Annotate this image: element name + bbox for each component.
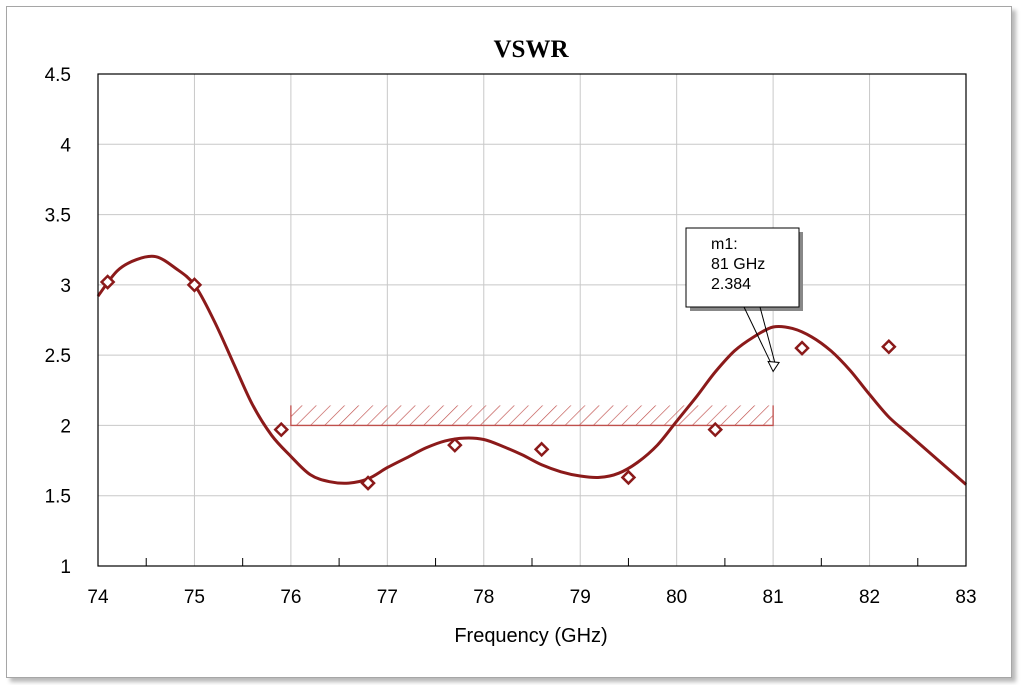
marker-text-line: 2.384	[711, 276, 751, 293]
y-tick-label: 1.5	[45, 487, 71, 508]
x-tick-label: 79	[570, 587, 591, 608]
data-point-diamond	[99, 274, 116, 290]
vswr-series-line	[96, 254, 967, 486]
data-point-diamond	[186, 277, 203, 293]
marker-text-line: m1:	[711, 236, 738, 253]
x-tick-label: 77	[377, 587, 398, 608]
marker-leader-line	[743, 306, 772, 364]
x-tick-label: 78	[473, 587, 494, 608]
data-point-diamond	[707, 421, 724, 438]
marker-text-line: 81 GHz	[711, 256, 765, 273]
y-tick-label: 2	[60, 416, 71, 437]
x-tick-label: 82	[859, 587, 880, 608]
spec-mask-line	[290, 405, 774, 427]
data-point-diamond	[447, 437, 463, 453]
plot-border	[97, 73, 967, 567]
x-axis-label: Frequency (GHz)	[454, 625, 607, 647]
x-tick-label: 83	[955, 587, 976, 608]
x-tick-label: 75	[184, 587, 205, 608]
y-tick-label: 3.5	[45, 206, 71, 227]
x-tick-label: 81	[763, 587, 784, 608]
x-tick-label: 76	[280, 587, 301, 608]
marker-box	[685, 227, 800, 308]
marker-triangle	[767, 360, 780, 373]
data-point-diamond	[620, 469, 637, 486]
spec-mask-hatch	[290, 405, 774, 426]
y-tick-label: 2.5	[45, 346, 71, 367]
data-point-diamond	[273, 421, 290, 438]
x-tick-label: 80	[666, 587, 687, 608]
marker-leader-line	[759, 306, 776, 364]
y-tick-label: 4.5	[45, 65, 71, 86]
data-point-diamond	[794, 340, 810, 356]
chart-title: VSWR	[493, 36, 569, 63]
data-point-diamond	[360, 475, 376, 491]
y-tick-label: 1	[60, 557, 71, 578]
data-point-diamond	[881, 338, 897, 355]
y-tick-label: 3	[60, 276, 71, 297]
data-point-diamond	[533, 441, 550, 458]
y-tick-label: 4	[60, 135, 71, 156]
x-tick-label: 74	[87, 587, 109, 608]
